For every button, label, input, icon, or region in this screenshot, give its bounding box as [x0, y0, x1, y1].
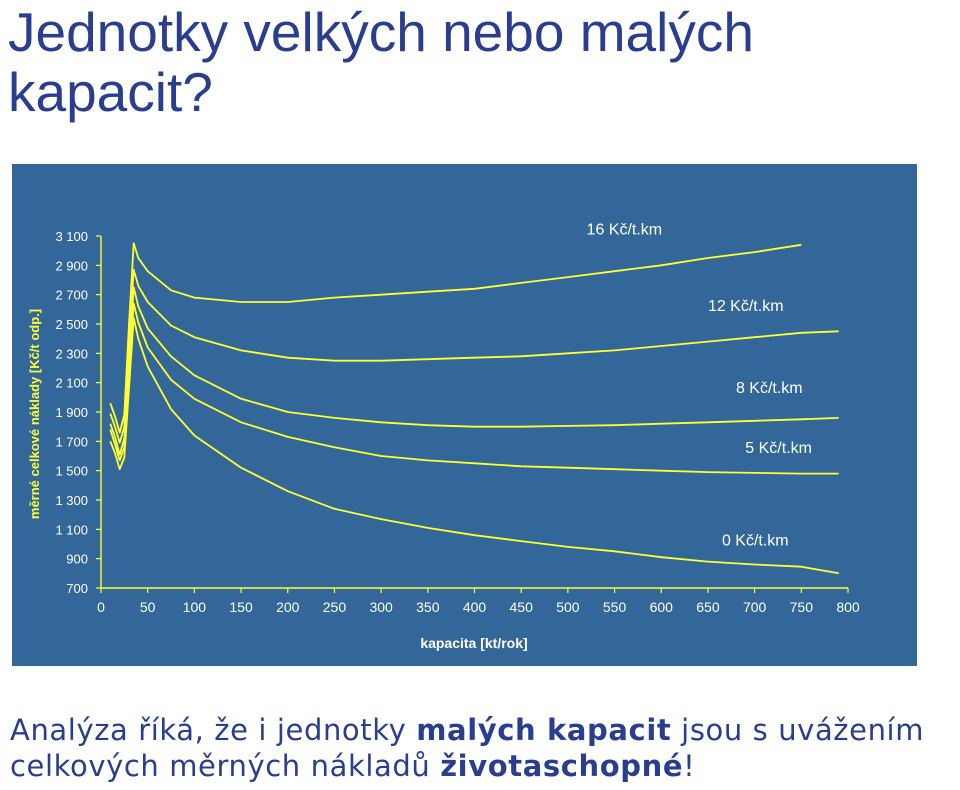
y-tick-label: 1 500: [55, 464, 88, 479]
y-tick-label: 2 700: [55, 288, 88, 303]
series-label: 16 Kč/t.km: [587, 222, 663, 239]
x-tick-label: 100: [183, 599, 207, 615]
slide-caption: Analýza říká, že i jednotky malých kapac…: [10, 712, 955, 784]
caption-text-1: Analýza říká, že i jednotky: [10, 713, 417, 747]
series-label: 8 Kč/t.km: [736, 380, 803, 397]
series-label: 12 Kč/t.km: [708, 298, 784, 315]
x-tick-label: 250: [323, 599, 347, 615]
x-tick-label: 800: [836, 599, 860, 615]
x-tick-label: 450: [510, 599, 534, 615]
y-tick-label: 2 900: [55, 258, 88, 273]
x-tick-label: 600: [650, 599, 674, 615]
y-tick-label: 1 100: [55, 522, 88, 537]
x-tick-label: 150: [229, 599, 253, 615]
series-line: [109, 317, 839, 575]
x-tick-label: 350: [416, 599, 440, 615]
caption-text-3: !: [683, 749, 696, 783]
chart-panel: 3 100 2 900 2 700 2 500 2 300 2 100 1 900 1 700…: [12, 164, 917, 666]
x-tick-label: 300: [369, 599, 393, 615]
y-tick-label: 700: [66, 581, 88, 596]
line-chart: 3 100 2 900 2 700 2 500 2 300 2 100 1 900 1 700…: [27, 222, 860, 651]
y-axis-title: měrné celkové náklady [Kč/t odp.]: [27, 309, 42, 519]
x-tick-label: 550: [603, 599, 627, 615]
series-line: [109, 242, 802, 434]
slide-title: Jednotky velkých nebo malých kapacit?: [8, 1, 754, 123]
y-tick-label: 2 500: [55, 317, 88, 332]
x-tick-label: 400: [463, 599, 487, 615]
x-tick-label: 650: [696, 599, 720, 615]
y-tick-label: 900: [66, 552, 88, 567]
series-line: [109, 268, 839, 444]
series-labels: 16 Kč/t.km 12 Kč/t.km 8 Kč/t.km 5 Kč/t.km 0 …: [587, 222, 812, 550]
x-tick-label: 50: [140, 599, 156, 615]
y-tick-label: 2 300: [55, 346, 88, 361]
series-label: 5 Kč/t.km: [745, 440, 812, 457]
caption-bold-2: životaschopné: [440, 749, 684, 783]
y-tick-label: 2 100: [55, 376, 88, 391]
x-axis-title: kapacita [kt/rok]: [420, 635, 527, 651]
y-tick-label: 1 900: [55, 405, 88, 420]
series-lines: [109, 242, 839, 575]
caption-bold-1: malých kapacit: [416, 713, 672, 747]
x-tick-label: 700: [743, 599, 767, 615]
y-tick-label: 1 300: [55, 493, 88, 508]
x-tick-label: 750: [790, 599, 814, 615]
x-tick-label: 0: [97, 599, 105, 615]
y-axis-ticks: 3 100 2 900 2 700 2 500 2 300 2 100 1 900 1 700…: [55, 229, 101, 596]
x-axis-ticks: 0 50 100 150 200 250 300 350 400 450 500 550 600 650 7…: [97, 588, 860, 615]
series-line: [109, 302, 839, 475]
x-tick-label: 500: [556, 599, 580, 615]
y-tick-label: 1 700: [55, 434, 88, 449]
series-label: 0 Kč/t.km: [722, 532, 789, 549]
caption-text-2: jsou s uvážením celkových měrných náklad…: [10, 713, 925, 783]
x-tick-label: 200: [276, 599, 300, 615]
y-tick-label: 3 100: [55, 229, 88, 244]
